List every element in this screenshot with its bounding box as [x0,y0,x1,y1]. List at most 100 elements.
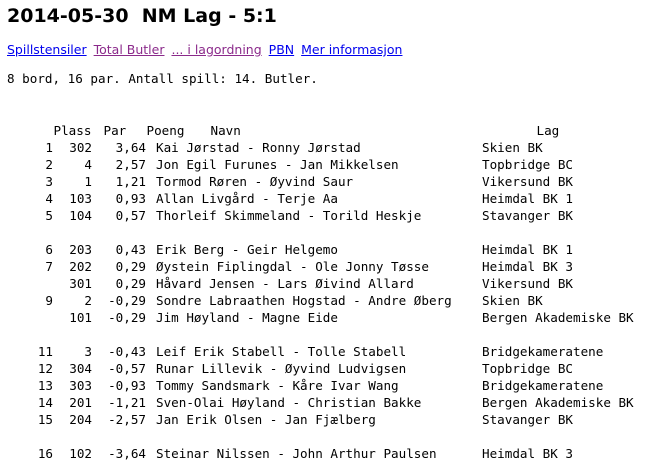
table-row: 3 1 1,21 Tormod Røren - Øyvind Saur Vikersun… [7,173,663,190]
nav-link-mer-informasjon[interactable]: Mer informasjon [301,42,403,57]
cell-plass: 9 [45,293,53,308]
cell-plass: 13 [37,378,53,393]
nav-link-total-butler[interactable]: Total Butler [93,42,165,57]
table-row: 7 202 0,29 Øystein Fiplingdal - Ole Jonny T… [7,258,663,275]
cell-plass: 3 [45,174,53,189]
cell-navn: Thorleif Skimmeland - Torild Heskje [156,208,422,223]
cell-par: 101 [69,310,92,325]
cell-par: 201 [69,395,92,410]
cell-par: 202 [69,259,92,274]
cell-poeng: -2,57 [108,412,146,427]
cell-poeng: 0,29 [115,259,146,274]
cell-poeng: 0,57 [115,208,146,223]
cell-navn: Allan Livgård - Terje Aa [156,191,338,206]
cell-lag: Heimdal BK 3 [482,446,573,461]
column-header-par: Par [103,123,127,138]
cell-plass: 5 [45,208,53,223]
cell-poeng: 0,43 [115,242,146,257]
cell-lag: Heimdal BK 1 [482,191,573,206]
cell-lag: Vikersund BK [482,174,573,189]
column-header-lag: Lag [536,123,560,138]
cell-lag: Stavanger BK [482,208,573,223]
cell-lag: Vikersund BK [482,276,573,291]
cell-par: 304 [69,361,92,376]
cell-navn: Sven-Olai Høyland - Christian Bakke [156,395,422,410]
table-row: 13 303 -0,93 Tommy Sandsmark - Kåre Ivar Wa… [7,377,663,394]
cell-plass: 7 [45,259,53,274]
cell-navn: Kai Jørstad - Ronny Jørstad [156,140,361,155]
table-row: 9 2 -0,29 Sondre Labraathen Hogstad - Andre… [7,292,663,309]
cell-par: 1 [84,174,92,189]
table-row: 15 204 -2,57 Jan Erik Olsen - Jan Fjælberg S… [7,411,663,428]
table-row: 4 103 0,93 Allan Livgård - Terje Aa Heimdal … [7,190,663,207]
row-spacer [7,428,663,445]
cell-poeng: 0,29 [115,276,146,291]
cell-par: 103 [69,191,92,206]
cell-navn: Runar Lillevik - Øyvind Ludvigsen [156,361,407,376]
table-row: 11 3 -0,43 Leif Erik Stabell - Tolle Stabel… [7,343,663,360]
cell-lag: Topbridge BC [482,157,573,172]
table-header-row: Plass Par Poeng Navn Lag [7,105,663,138]
cell-navn: Erik Berg - Geir Helgemo [156,242,338,257]
table-row: 14 201 -1,21 Sven-Olai Høyland - Christian … [7,394,663,411]
cell-poeng: 3,64 [115,140,146,155]
cell-par: 301 [69,276,92,291]
tournament-summary: 8 bord, 16 par. Antall spill: 14. Butler… [7,71,318,86]
cell-poeng: -3,64 [108,446,146,461]
cell-poeng: -0,57 [108,361,146,376]
cell-lag: Skien BK [482,293,543,308]
cell-plass: 2 [45,157,53,172]
cell-lag: Heimdal BK 1 [482,242,573,257]
cell-plass: 16 [37,446,53,461]
nav-links: Spillstensiler Total Butler ... i lagordni… [7,42,663,58]
cell-plass: 14 [37,395,53,410]
cell-navn: Sondre Labraathen Hogstad - Andre Øberg [156,293,452,308]
cell-navn: Steinar Nilssen - John Arthur Paulsen [156,446,437,461]
cell-par: 204 [69,412,92,427]
table-row: 16 102 -3,64 Steinar Nilssen - John Arthur … [7,445,663,462]
cell-navn: Håvard Jensen - Lars Øivind Allard [156,276,414,291]
cell-plass: 6 [45,242,53,257]
column-header-poeng: Poeng [146,123,185,138]
table-row: 12 304 -0,57 Runar Lillevik - Øyvind Ludvig… [7,360,663,377]
table-body: 1 302 3,64 Kai Jørstad - Ronny Jørstad Skien… [7,139,663,462]
cell-lag: Bergen Akademiske BK [482,395,634,410]
cell-poeng: -0,29 [108,293,146,308]
cell-poeng: -0,29 [108,310,146,325]
page-title: 2014-05-30 NM Lag - 5:1 [7,5,277,27]
cell-poeng: -1,21 [108,395,146,410]
cell-plass: 11 [37,344,53,359]
cell-navn: Leif Erik Stabell - Tolle Stabell [156,344,407,359]
cell-par: 104 [69,208,92,223]
results-page: 2014-05-30 NM Lag - 5:1 Spillstensiler To… [7,5,663,461]
table-row: 5 104 0,57 Thorleif Skimmeland - Torild Hes… [7,207,663,224]
cell-par: 3 [84,344,92,359]
cell-lag: Bridgekameratene [482,378,604,393]
cell-par: 302 [69,140,92,155]
cell-poeng: -0,43 [108,344,146,359]
cell-poeng: -0,93 [108,378,146,393]
cell-navn: Øystein Fiplingdal - Ole Jonny Tøsse [156,259,429,274]
cell-par: 303 [69,378,92,393]
table-row: 301 0,29 Håvard Jensen - Lars Øivind Allar… [7,275,663,292]
cell-lag: Heimdal BK 3 [482,259,573,274]
cell-poeng: 1,21 [115,174,146,189]
row-spacer [7,326,663,343]
table-row: 2 4 2,57 Jon Egil Furunes - Jan Mikkelsen To… [7,156,663,173]
nav-link-spillstensiler[interactable]: Spillstensiler [7,42,87,57]
cell-lag: Topbridge BC [482,361,573,376]
cell-navn: Tommy Sandsmark - Kåre Ivar Wang [156,378,399,393]
table-row: 1 302 3,64 Kai Jørstad - Ronny Jørstad Skien… [7,139,663,156]
cell-par: 4 [84,157,92,172]
table-row: 101 -0,29 Jim Høyland - Magne Eide Bergen A… [7,309,663,326]
column-header-plass: Plass [53,123,92,138]
nav-link-i-lagordning[interactable]: ... i lagordning [171,42,262,57]
cell-navn: Jon Egil Furunes - Jan Mikkelsen [156,157,399,172]
cell-poeng: 0,93 [115,191,146,206]
column-header-navn: Navn [210,123,241,138]
cell-lag: Bergen Akademiske BK [482,310,634,325]
cell-plass: 4 [45,191,53,206]
nav-link-pbn[interactable]: PBN [268,42,295,57]
table-row: 6 203 0,43 Erik Berg - Geir Helgemo Heimdal … [7,241,663,258]
cell-lag: Skien BK [482,140,543,155]
